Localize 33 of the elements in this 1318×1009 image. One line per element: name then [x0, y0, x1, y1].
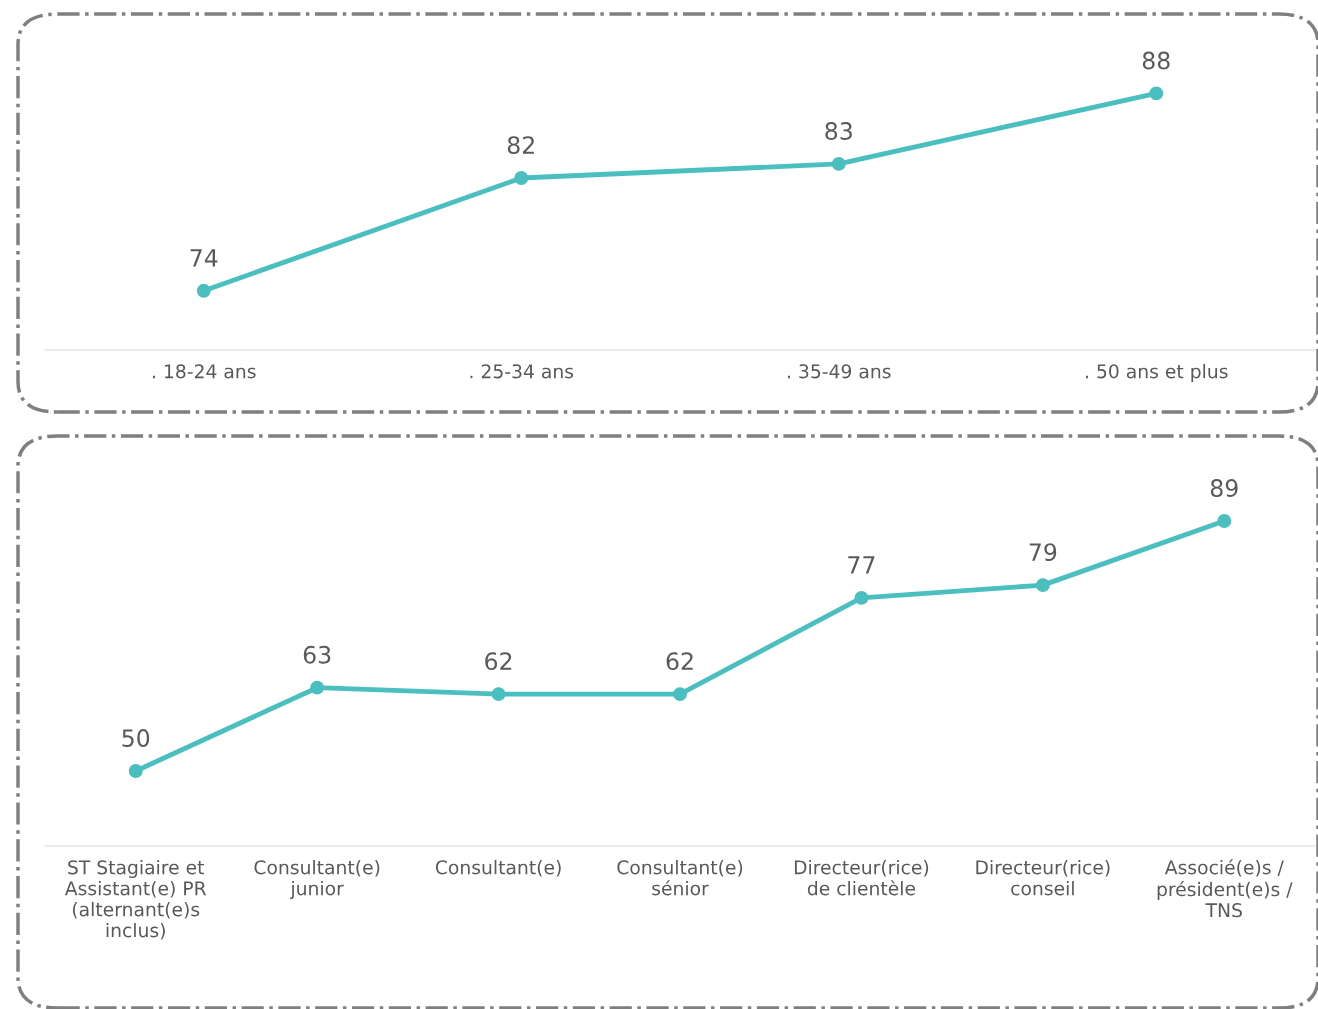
x-tick-label: . 50 ans et plus — [1086, 363, 1228, 383]
point — [854, 590, 869, 605]
point — [491, 687, 506, 702]
x-tick-label: Consultant(e) sénior — [617, 859, 743, 896]
data-label: 88 — [1142, 51, 1170, 70]
x-tick-label: Consultant(e) — [435, 859, 561, 877]
point — [128, 764, 143, 778]
data-label: 79 — [1029, 543, 1057, 562]
x-tick-label: Directeur(rice) conseil — [976, 859, 1110, 896]
data-label: 89 — [1210, 479, 1238, 497]
x-tick-label: . 25-34 ans — [470, 364, 574, 379]
x-tick-label: Directeur(rice) de clientèle — [794, 859, 929, 896]
data-label: 62 — [485, 652, 512, 671]
point — [196, 283, 211, 298]
point — [310, 680, 325, 695]
point — [514, 171, 529, 185]
point — [1035, 578, 1050, 593]
data-label: 82 — [507, 136, 534, 154]
data-label: 50 — [122, 729, 150, 747]
x-tick-label: Consultant(e) junior — [254, 859, 380, 900]
x-tick-label: . 18-24 ans — [153, 364, 256, 379]
point — [1217, 514, 1232, 528]
point — [673, 687, 687, 702]
data-label: 63 — [303, 645, 331, 664]
x-tick-label: ST Stagiaire et Assistant(e) PR (alternant(e)s inclus) — [64, 859, 207, 940]
x-tick-label: Associé(e)s / président(e)s / TNS — [1157, 859, 1293, 918]
data-label: 83 — [825, 122, 852, 140]
point — [1149, 86, 1164, 101]
data-label: 74 — [190, 249, 218, 267]
x-tick-label: . 35-49 ans — [788, 364, 891, 379]
point — [831, 156, 846, 171]
data-label: 77 — [848, 556, 875, 574]
data-label: 62 — [666, 652, 693, 671]
